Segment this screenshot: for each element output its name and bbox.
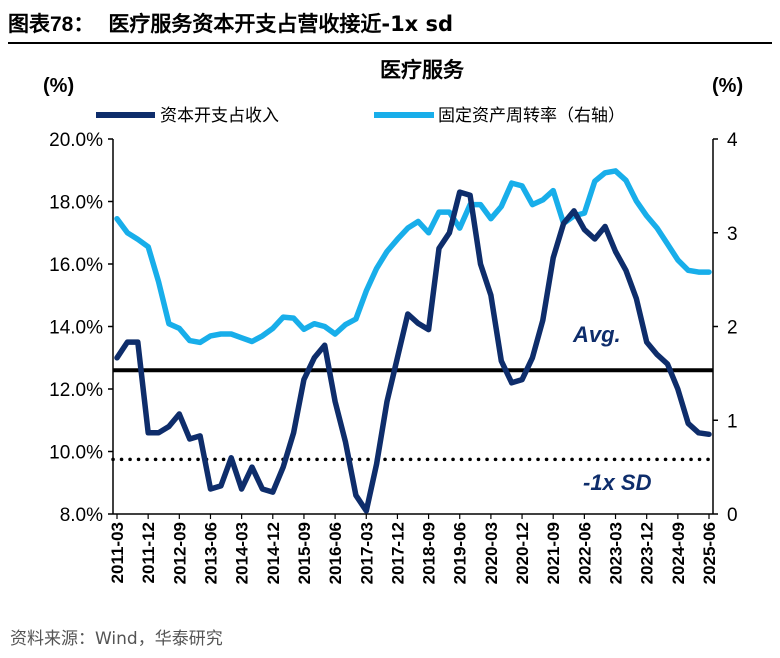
left-tick-label: 10.0% [49, 443, 103, 464]
avg-annotation: Avg. [572, 322, 621, 347]
chart-title: 医疗服务 [380, 58, 465, 82]
x-tick-label: 2011-03 [108, 522, 127, 583]
x-tick-label: 2011-12 [139, 522, 158, 583]
figure-title-text: 医疗服务资本开支占营收接近-1x sd [108, 12, 454, 36]
x-tick-label: 2015-09 [295, 522, 314, 584]
right-axis: 0 1 2 3 4 [712, 130, 738, 526]
x-tick-label: 2022-06 [575, 522, 594, 584]
figure-title: 图表78： 医疗服务资本开支占营收接近-1x sd [8, 6, 772, 44]
x-tick-label: 2020-12 [513, 522, 532, 584]
legend-capex-label: 资本开支占收入 [160, 106, 279, 126]
left-tick-label: 14.0% [49, 318, 103, 339]
x-tick-label: 2023-12 [638, 522, 657, 584]
right-tick-label: 4 [727, 130, 738, 151]
left-tick-label: 8.0% [60, 505, 103, 526]
x-tick-label: 2016-06 [326, 522, 345, 584]
right-tick-label: 2 [727, 318, 738, 339]
x-tick-label: 2017-12 [388, 522, 407, 584]
left-tick-label: 18.0% [49, 193, 103, 214]
x-tick-label: 2014-12 [264, 522, 283, 584]
x-tick-label: 2021-09 [544, 522, 563, 584]
legend-turnover-label: 固定资产周转率（右轴） [438, 106, 625, 126]
right-tick-label: 1 [727, 411, 738, 432]
series-line-capex [114, 189, 712, 514]
x-tick-label: 2012-09 [170, 522, 189, 584]
left-tick-label: 12.0% [49, 380, 103, 401]
x-tick-label: 2023-03 [607, 522, 626, 584]
figure-label: 图表78： [8, 13, 95, 36]
left-axis: 8.0% 10.0% 12.0% 14.0% 16.0% 18.0% 20.0% [49, 130, 114, 526]
chart: 医疗服务 (%) (%) 资本开支占收入 固定资产周转率（右轴） 8.0% 10.… [43, 58, 743, 584]
series-line-turnover [114, 168, 712, 346]
reference-lines [111, 368, 715, 462]
x-tick-label: 2018-09 [420, 522, 439, 584]
source-note: 资料来源：Wind，华泰研究 [10, 629, 223, 649]
x-tick-label: 2019-06 [451, 522, 470, 584]
x-tick-label: 2024-09 [669, 522, 688, 584]
x-axis: 2011-03 2011-12 2012-09 2013-06 2014-03 2014-… [108, 513, 719, 584]
left-tick-label: 16.0% [49, 255, 103, 276]
left-tick-label: 20.0% [49, 130, 103, 151]
right-axis-unit: (%) [712, 75, 743, 97]
sd-annotation: -1x SD [583, 470, 652, 495]
x-tick-label: 2017-03 [357, 522, 376, 584]
series-group [114, 168, 712, 514]
x-tick-label: 2025-06 [700, 522, 719, 584]
left-axis-unit: (%) [43, 75, 74, 97]
x-tick-label: 2020-03 [482, 522, 501, 584]
right-tick-label: 0 [727, 505, 738, 526]
x-tick-label: 2013-06 [201, 522, 220, 584]
right-tick-label: 3 [727, 224, 738, 245]
x-tick-label: 2014-03 [233, 522, 252, 584]
